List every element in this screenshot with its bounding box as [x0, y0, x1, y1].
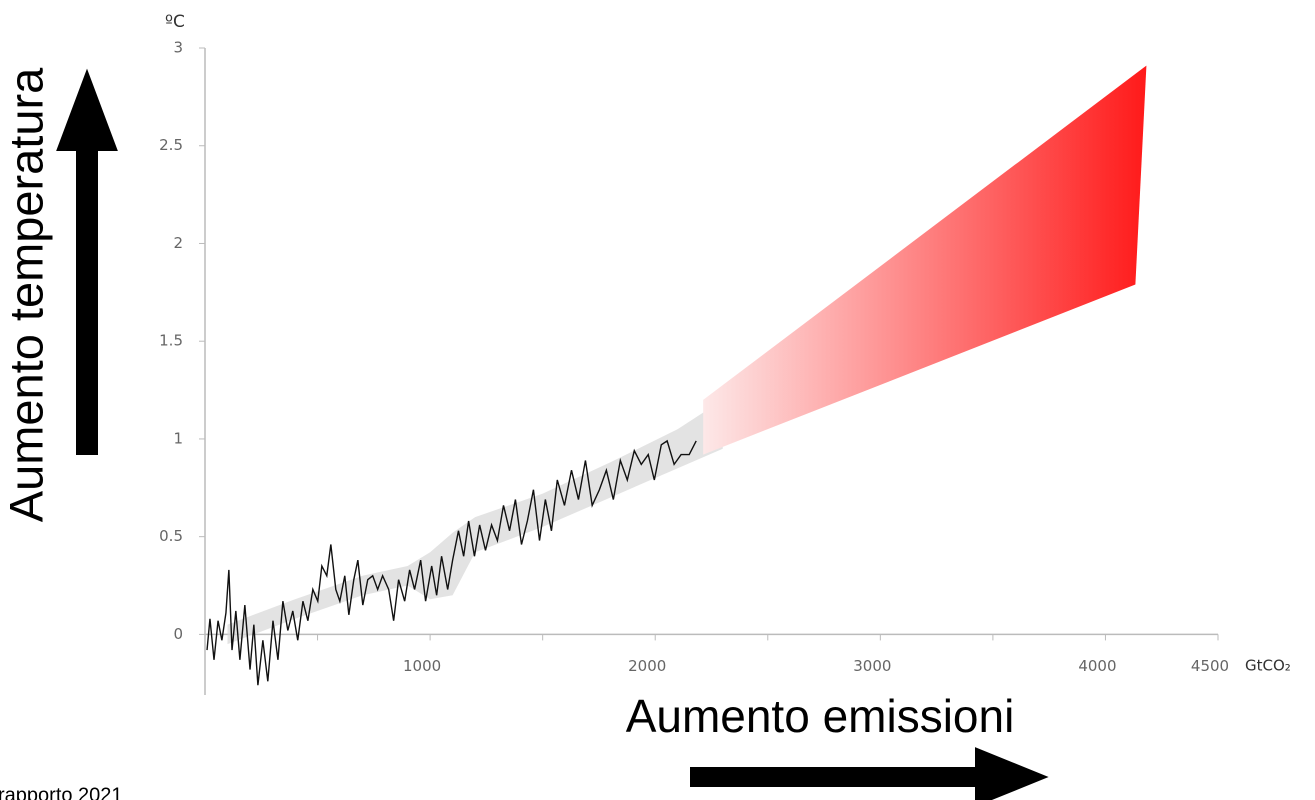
- x-axis-title: Aumento emissioni: [626, 690, 1015, 742]
- y-tick-label: 3: [173, 39, 183, 57]
- x-tick-label: 4000: [1078, 657, 1116, 675]
- temperature-line: [206, 439, 697, 686]
- y-axis-title: Aumento temperatura: [0, 67, 52, 522]
- right-arrow: [690, 747, 1049, 800]
- x-tick-label: 4500: [1191, 657, 1229, 675]
- x-unit: GtCO₂: [1245, 657, 1291, 675]
- source-note: rapporto 2021: [0, 784, 123, 800]
- x-tick-label: 1000: [403, 657, 441, 675]
- x-tick-label: 3000: [853, 657, 891, 675]
- y-tick-label: 0: [173, 625, 183, 643]
- uncertainty-band: [227, 399, 723, 645]
- y-tick-label: 2: [173, 234, 183, 252]
- up-arrow: [56, 68, 118, 455]
- y-tick-label: 1: [173, 429, 183, 447]
- projection-area: [703, 65, 1147, 455]
- y-tick-label: 1.5: [159, 332, 183, 350]
- y-tick-label: 2.5: [159, 136, 183, 154]
- y-tick-label: 0.5: [159, 527, 183, 545]
- y-unit: ºC: [165, 12, 185, 32]
- x-tick-label: 2000: [628, 657, 666, 675]
